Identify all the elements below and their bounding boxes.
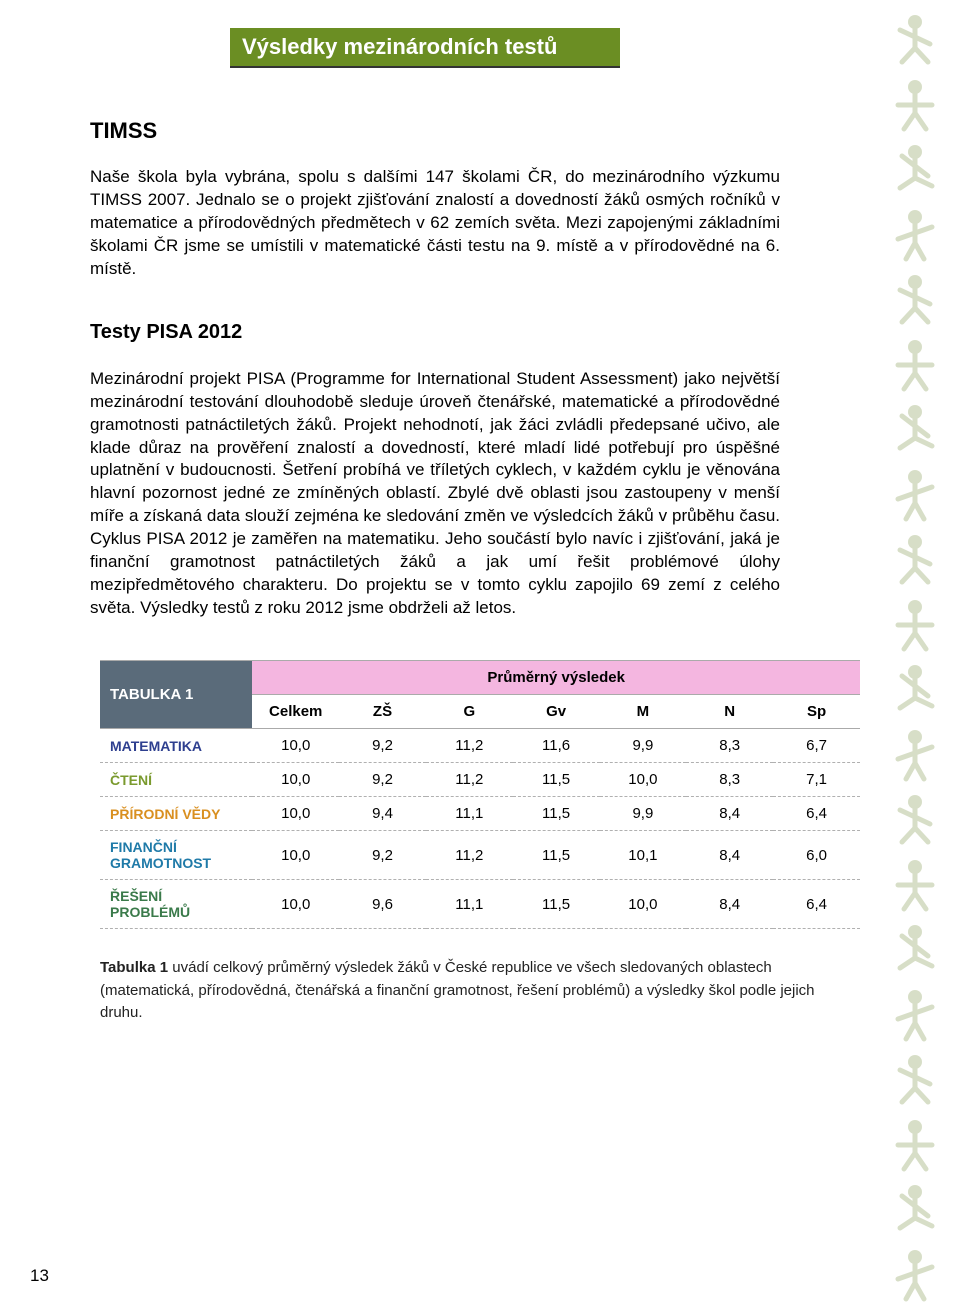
table-cell: 9,2 — [339, 831, 426, 880]
table-cell: 11,1 — [426, 880, 513, 929]
table-row-label: ČTENÍ — [100, 763, 252, 797]
table-row-label: ŘEŠENÍPROBLÉMŮ — [100, 880, 252, 929]
table-cell: 9,9 — [600, 797, 687, 831]
table-cell: 8,4 — [686, 831, 773, 880]
table-cell: 10,1 — [600, 831, 687, 880]
timss-heading: TIMSS — [90, 118, 780, 144]
table-cell: 7,1 — [773, 763, 860, 797]
pisa-paragraph: Mezinárodní projekt PISA (Programme for … — [90, 368, 780, 620]
table-row-label: FINANČNÍGRAMOTNOST — [100, 831, 252, 880]
table-column-header: G — [426, 695, 513, 729]
table-row: PŘÍRODNÍ VĚDY10,09,411,111,59,98,46,4 — [100, 797, 860, 831]
table-corner-label: TABULKA 1 — [100, 661, 252, 729]
table-cell: 10,0 — [252, 831, 339, 880]
table-cell: 11,5 — [513, 763, 600, 797]
table-cell: 9,6 — [339, 880, 426, 929]
table-cell: 11,2 — [426, 763, 513, 797]
table-cell: 9,2 — [339, 729, 426, 763]
table-cell: 10,0 — [252, 729, 339, 763]
table-cell: 11,2 — [426, 729, 513, 763]
table-cell: 11,1 — [426, 797, 513, 831]
table-cell: 9,4 — [339, 797, 426, 831]
caption-bold: Tabulka 1 — [100, 959, 168, 976]
table-cell: 10,0 — [252, 880, 339, 929]
table-cell: 11,5 — [513, 880, 600, 929]
pisa-heading: Testy PISA 2012 — [90, 321, 780, 344]
table-cell: 6,0 — [773, 831, 860, 880]
table-column-header: N — [686, 695, 773, 729]
results-table: TABULKA 1 Průměrný výsledek CelkemZŠGGvM… — [100, 660, 860, 929]
table-cell: 6,4 — [773, 797, 860, 831]
table-caption: Tabulka 1 uvádí celkový průměrný výslede… — [100, 957, 860, 1025]
table-cell: 8,3 — [686, 729, 773, 763]
table-cell: 9,9 — [600, 729, 687, 763]
table-cell: 8,4 — [686, 880, 773, 929]
table-cell: 10,0 — [252, 797, 339, 831]
table-row-label: MATEMATIKA — [100, 729, 252, 763]
table-column-header: M — [600, 695, 687, 729]
caption-text: uvádí celkový průměrný výsledek žáků v Č… — [100, 959, 815, 1021]
table-row: ČTENÍ10,09,211,211,510,08,37,1 — [100, 763, 860, 797]
table-group-header: Průměrný výsledek — [252, 661, 860, 695]
table-column-header: Gv — [513, 695, 600, 729]
table-column-header: ZŠ — [339, 695, 426, 729]
results-table-wrapper: TABULKA 1 Průměrný výsledek CelkemZŠGGvM… — [100, 660, 860, 1025]
table-row: ŘEŠENÍPROBLÉMŮ10,09,611,111,510,08,46,4 — [100, 880, 860, 929]
side-decor — [874, 0, 954, 1312]
table-cell: 6,4 — [773, 880, 860, 929]
table-cell: 6,7 — [773, 729, 860, 763]
table-cell: 8,4 — [686, 797, 773, 831]
table-column-header: Celkem — [252, 695, 339, 729]
page-number: 13 — [30, 1266, 49, 1286]
table-row-label: PŘÍRODNÍ VĚDY — [100, 797, 252, 831]
table-cell: 10,0 — [600, 763, 687, 797]
table-cell: 10,0 — [252, 763, 339, 797]
table-cell: 11,5 — [513, 831, 600, 880]
table-cell: 9,2 — [339, 763, 426, 797]
timss-paragraph: Naše škola byla vybrána, spolu s dalšími… — [90, 166, 780, 281]
table-cell: 11,5 — [513, 797, 600, 831]
table-row: MATEMATIKA10,09,211,211,69,98,36,7 — [100, 729, 860, 763]
table-row: FINANČNÍGRAMOTNOST10,09,211,211,510,18,4… — [100, 831, 860, 880]
table-cell: 11,2 — [426, 831, 513, 880]
table-cell: 11,6 — [513, 729, 600, 763]
table-cell: 10,0 — [600, 880, 687, 929]
table-column-header: Sp — [773, 695, 860, 729]
table-cell: 8,3 — [686, 763, 773, 797]
title-bar: Výsledky mezinárodních testů — [230, 28, 620, 68]
